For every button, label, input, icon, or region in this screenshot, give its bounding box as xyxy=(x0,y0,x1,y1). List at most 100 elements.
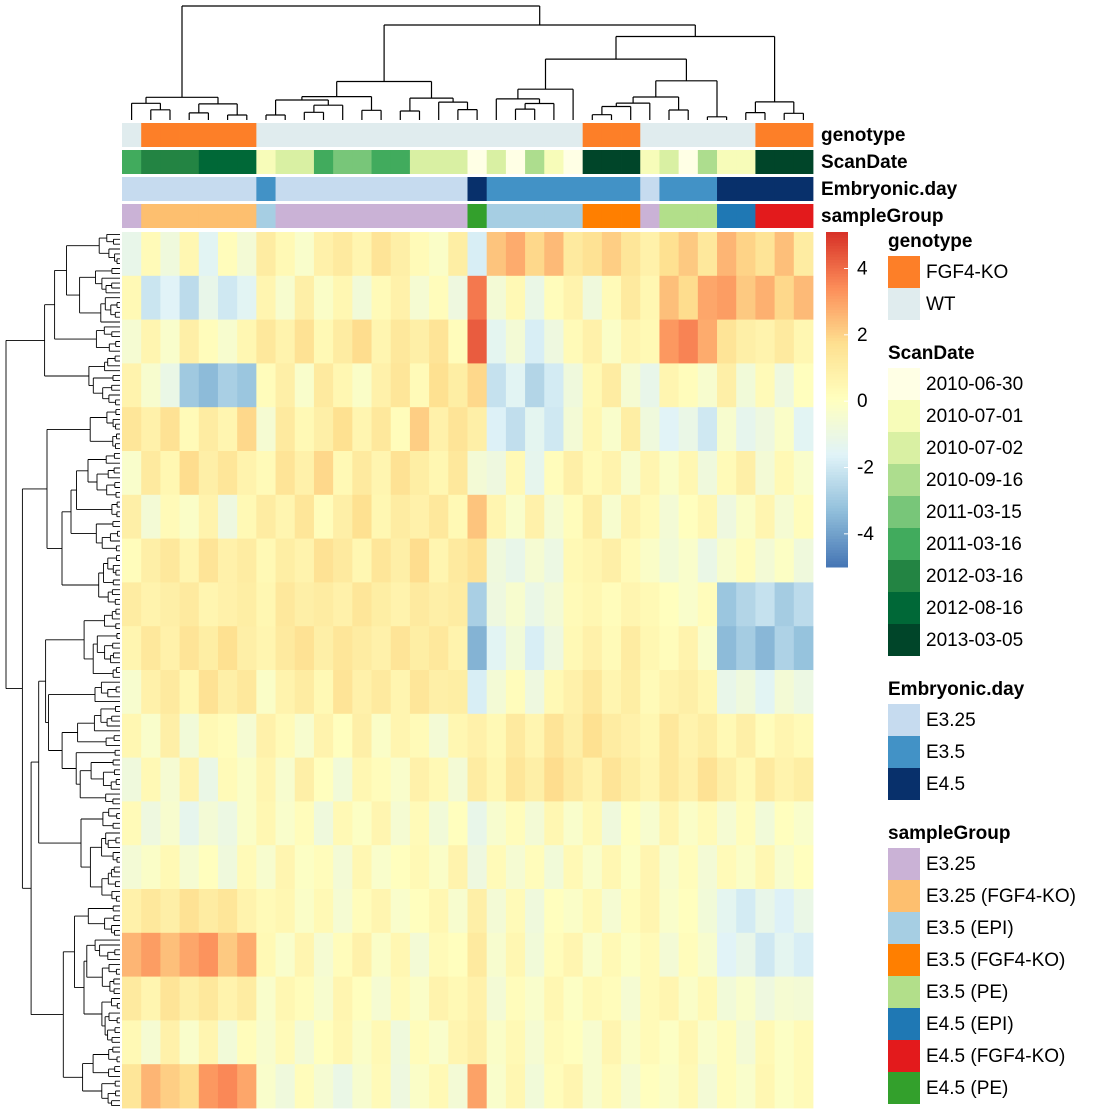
colorbar-segment xyxy=(826,290,848,294)
heatmap-cell xyxy=(160,582,180,627)
colorbar-segment xyxy=(826,259,848,264)
heatmap-cell xyxy=(793,232,814,277)
annotation-cell xyxy=(256,150,276,174)
heatmap-cell xyxy=(755,845,776,890)
annotation-cell xyxy=(774,150,795,174)
heatmap-cell xyxy=(390,494,411,539)
colorbar-segment xyxy=(826,502,848,507)
annotation-cell xyxy=(333,123,353,147)
annotation-cell xyxy=(256,123,276,147)
heatmap-cell xyxy=(256,582,276,627)
annotation-cell xyxy=(774,177,795,201)
annotation-cell xyxy=(371,177,392,201)
heatmap-cell xyxy=(160,713,180,758)
heatmap-cell xyxy=(198,275,219,320)
heatmap-cell xyxy=(621,232,641,277)
legend-swatch xyxy=(888,944,920,976)
heatmap-cell xyxy=(122,1020,142,1065)
heatmap-cell xyxy=(736,275,756,320)
heatmap-cell xyxy=(793,363,814,408)
heatmap-cell xyxy=(621,976,641,1021)
colorbar-segment xyxy=(826,555,848,560)
annotation-cell xyxy=(678,150,699,174)
heatmap-cell xyxy=(275,407,296,452)
heatmap-cell xyxy=(371,713,392,758)
heatmap-cell xyxy=(640,1064,660,1109)
heatmap-cell xyxy=(467,670,488,715)
heatmap-cell xyxy=(313,757,334,802)
heatmap-cell xyxy=(217,582,238,627)
heatmap-cell xyxy=(256,845,276,890)
heatmap-cell xyxy=(409,932,430,977)
heatmap-cell xyxy=(294,538,315,583)
heatmap-cell xyxy=(755,976,776,1021)
annotation-cell xyxy=(448,204,468,228)
heatmap-cell xyxy=(237,319,257,364)
heatmap-cell xyxy=(371,232,392,277)
annotation-cell xyxy=(352,123,372,147)
annotation-cell xyxy=(505,177,526,201)
colorbar-segment xyxy=(826,360,848,364)
annotation-cell xyxy=(736,204,756,228)
colorbar-segment xyxy=(826,516,848,521)
heatmap-cell xyxy=(717,670,737,715)
annotation-cell xyxy=(313,123,334,147)
heatmap-cell xyxy=(717,713,737,758)
heatmap-cell xyxy=(755,626,776,671)
heatmap-cell xyxy=(717,232,737,277)
heatmap-cell xyxy=(141,801,161,846)
heatmap-cell xyxy=(237,713,257,758)
heatmap-cell xyxy=(774,932,795,977)
heatmap-cell xyxy=(582,757,603,802)
heatmap-cell xyxy=(563,976,584,1021)
heatmap-cell xyxy=(160,757,180,802)
heatmap-cell xyxy=(563,713,584,758)
legend-swatch xyxy=(888,288,920,320)
colorbar-segment xyxy=(826,483,848,487)
heatmap-cell xyxy=(793,757,814,802)
annotation-cell xyxy=(198,150,219,174)
annotation-cell xyxy=(333,204,353,228)
heatmap-cell xyxy=(563,932,584,977)
heatmap-cell xyxy=(141,1020,161,1065)
annotation-cell xyxy=(736,150,756,174)
annotation-cell xyxy=(601,123,622,147)
colorbar-tick-label: -2 xyxy=(857,458,874,479)
heatmap-cell xyxy=(678,670,699,715)
annotation-cell xyxy=(755,204,776,228)
heatmap-cell xyxy=(333,976,353,1021)
heatmap-cell xyxy=(717,1020,737,1065)
heatmap-cell xyxy=(525,801,545,846)
annotation-cell xyxy=(448,150,468,174)
heatmap-cell xyxy=(429,582,449,627)
annotation-cell xyxy=(736,177,756,201)
heatmap-cell xyxy=(793,407,814,452)
heatmap-cell xyxy=(141,319,161,364)
heatmap-cell xyxy=(640,451,660,496)
heatmap-cell xyxy=(755,232,776,277)
heatmap-cell xyxy=(217,451,238,496)
heatmap-cell xyxy=(563,801,584,846)
colorbar-segment xyxy=(826,541,848,546)
heatmap-cell xyxy=(275,670,296,715)
heatmap-cell xyxy=(333,670,353,715)
heatmap-cell xyxy=(621,757,641,802)
colorbar-segment xyxy=(826,399,848,403)
annotation-cell xyxy=(409,123,430,147)
heatmap-cell xyxy=(736,757,756,802)
heatmap-cell xyxy=(505,451,526,496)
heatmap-cell xyxy=(659,275,680,320)
heatmap-cell xyxy=(678,275,699,320)
colorbar-segment xyxy=(826,435,848,440)
annotation-cell xyxy=(237,204,257,228)
heatmap-cell xyxy=(659,1064,680,1109)
heatmap-cell xyxy=(217,232,238,277)
heatmap-cell xyxy=(122,275,142,320)
heatmap-cell xyxy=(544,538,564,583)
heatmap-cell xyxy=(793,538,814,583)
heatmap-cell xyxy=(333,889,353,934)
heatmap-cell xyxy=(467,407,488,452)
annotation-cell xyxy=(198,204,219,228)
heatmap-cell xyxy=(429,538,449,583)
heatmap-cell xyxy=(429,757,449,802)
